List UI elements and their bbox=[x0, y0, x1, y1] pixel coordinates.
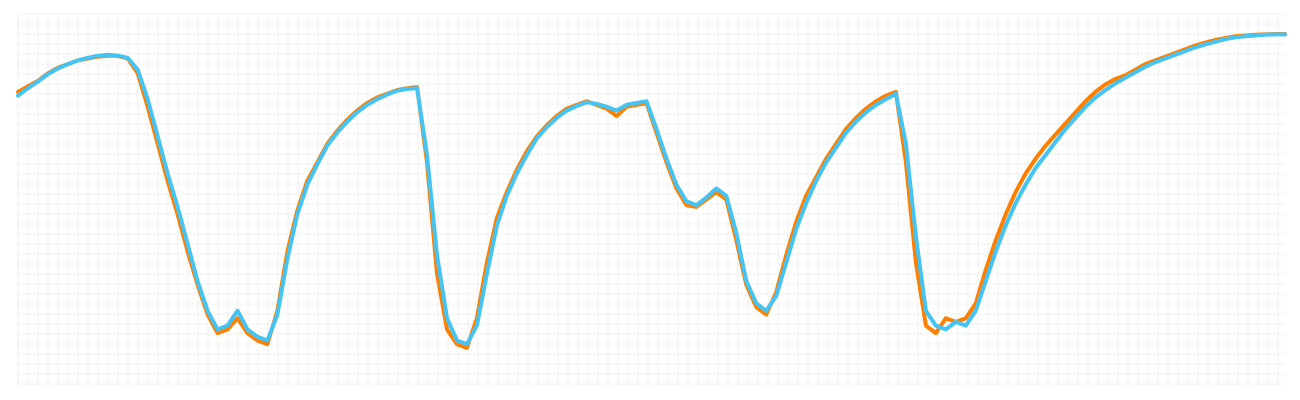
gridlines bbox=[17, 13, 1285, 385]
series-lines bbox=[16, 32, 1287, 350]
series-line-2 bbox=[16, 32, 1287, 347]
